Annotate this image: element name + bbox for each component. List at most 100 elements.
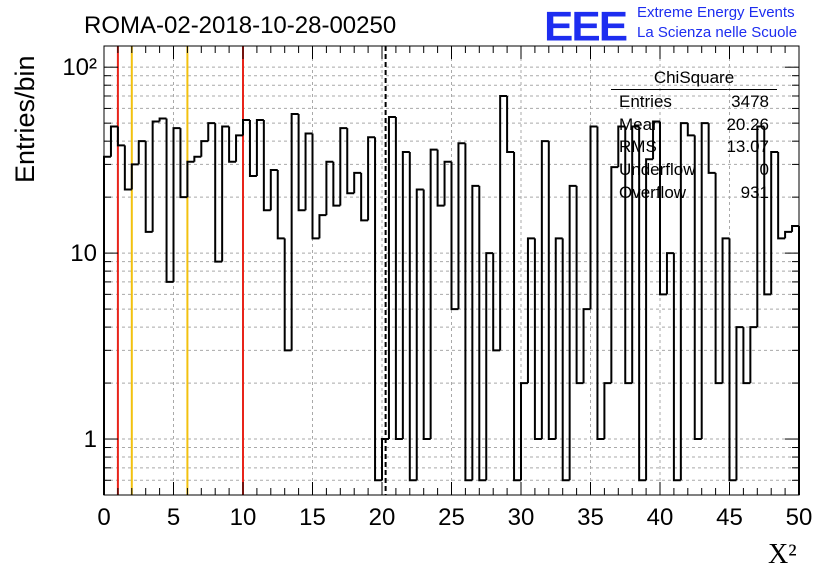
histogram-bin xyxy=(763,126,772,296)
histogram-bin xyxy=(464,143,473,482)
x-tick-label: 45 xyxy=(716,504,743,531)
histogram-bin xyxy=(492,253,501,352)
histogram-bin xyxy=(242,118,250,136)
histogram-bin xyxy=(172,127,181,282)
histogram-bin xyxy=(401,150,410,440)
histogram-bin xyxy=(165,118,174,283)
histogram-bin xyxy=(624,126,633,385)
histogram-bin xyxy=(415,188,424,481)
y-tick-label: 10² xyxy=(62,54,97,81)
histogram-bin xyxy=(346,128,355,195)
histogram-bin xyxy=(367,136,376,221)
histogram-bin xyxy=(311,133,320,240)
stats-title: ChiSquare xyxy=(653,68,735,87)
histogram-bin xyxy=(353,171,362,194)
histogram-bin xyxy=(193,155,202,162)
histogram-bin xyxy=(387,115,396,440)
histogram-bin xyxy=(304,132,313,211)
stats-label: Entries xyxy=(619,92,672,111)
histogram-bin xyxy=(255,118,264,176)
histogram-bin xyxy=(325,160,334,216)
histogram-bin xyxy=(575,185,584,385)
x-tick-label: 15 xyxy=(299,504,326,531)
histogram-bin xyxy=(749,326,758,384)
stats-label: Overflow xyxy=(619,183,687,202)
histogram-bin xyxy=(777,151,786,240)
histogram-bin xyxy=(360,172,369,222)
histogram-bin xyxy=(645,158,654,481)
stats-value: 931 xyxy=(740,183,769,202)
x-tick-label: 35 xyxy=(577,504,604,531)
histogram-bin xyxy=(547,141,556,441)
histogram-bin xyxy=(151,120,160,232)
histogram-bin xyxy=(408,151,417,482)
x-axis-label: X² xyxy=(768,539,797,570)
histogram-bin xyxy=(791,224,799,232)
histogram-bin xyxy=(784,230,793,239)
histogram-bin xyxy=(262,119,271,212)
histogram-bin xyxy=(394,116,403,441)
histogram-bin xyxy=(207,122,216,142)
reference-lines xyxy=(116,46,387,495)
histogram-bin xyxy=(513,151,521,482)
histogram-bin xyxy=(471,184,480,481)
y-tick-label: 1 xyxy=(84,426,97,453)
logo-line-2: La Scienza nelle Scuole xyxy=(637,24,798,41)
histogram-bin xyxy=(561,238,570,482)
histogram-bin xyxy=(374,137,382,482)
histogram-bin xyxy=(659,121,667,296)
stats-value: 3478 xyxy=(731,92,769,111)
histogram-bin xyxy=(665,252,674,295)
histogram-bin xyxy=(123,145,132,191)
histogram-bin xyxy=(103,155,111,495)
histogram-bin xyxy=(429,148,438,440)
histogram-bin xyxy=(130,163,139,190)
histogram-bin xyxy=(714,172,723,385)
histogram-bin xyxy=(109,125,118,157)
histogram-bin xyxy=(297,114,306,212)
histogram-bin xyxy=(137,140,146,165)
histogram-bin xyxy=(721,237,730,384)
y-tick-label: 10 xyxy=(70,240,97,267)
histogram-bin xyxy=(540,140,549,440)
histogram-bin xyxy=(596,126,605,441)
histogram-bin xyxy=(116,126,125,147)
logo-line-1: Extreme Energy Events xyxy=(637,4,795,21)
histogram-bin xyxy=(485,252,494,481)
histogram-bin xyxy=(450,161,459,311)
histogram-bin xyxy=(499,94,508,351)
x-tick-label: 20 xyxy=(369,504,396,531)
histogram-bin xyxy=(617,125,626,168)
histogram-bin xyxy=(700,122,709,440)
histogram-bin xyxy=(686,123,695,137)
stats-box: ChiSquare Entries 3478 Mean 20.26 RMS 13… xyxy=(611,68,777,208)
histogram-bin xyxy=(742,327,751,385)
histogram-bin xyxy=(533,238,542,441)
histogram-bin xyxy=(443,160,452,206)
chart-title: ROMA-02-2018-10-28-00250 xyxy=(84,12,396,39)
histogram-bin xyxy=(679,122,688,481)
x-tick-label: 40 xyxy=(647,504,674,531)
histogram-bin xyxy=(186,160,195,198)
histogram-bin xyxy=(290,113,299,351)
histogram-bins xyxy=(103,94,800,495)
histogram-bin xyxy=(707,123,716,174)
stats-value: 13.07 xyxy=(726,137,769,156)
histogram-bin xyxy=(214,123,223,263)
histogram-bin xyxy=(610,166,619,384)
histogram-bin xyxy=(589,125,598,310)
histogram-bin xyxy=(652,120,660,160)
tick-labels: 0 5 10 15 20 25 30 35 40 45 50 1 10 10² xyxy=(62,54,812,531)
histogram-bin xyxy=(248,119,257,177)
x-tick-label: 25 xyxy=(438,504,465,531)
x-tick-label: 10 xyxy=(230,504,257,531)
histogram-bin xyxy=(520,382,528,481)
histogram-bin xyxy=(770,150,779,295)
histogram-bin xyxy=(144,141,153,233)
histogram-bin xyxy=(735,326,744,481)
histogram-bin xyxy=(478,185,487,482)
histogram-bin xyxy=(554,237,563,440)
histogram-bin xyxy=(221,125,230,262)
y-axis-label: Entries/bin xyxy=(10,55,40,183)
